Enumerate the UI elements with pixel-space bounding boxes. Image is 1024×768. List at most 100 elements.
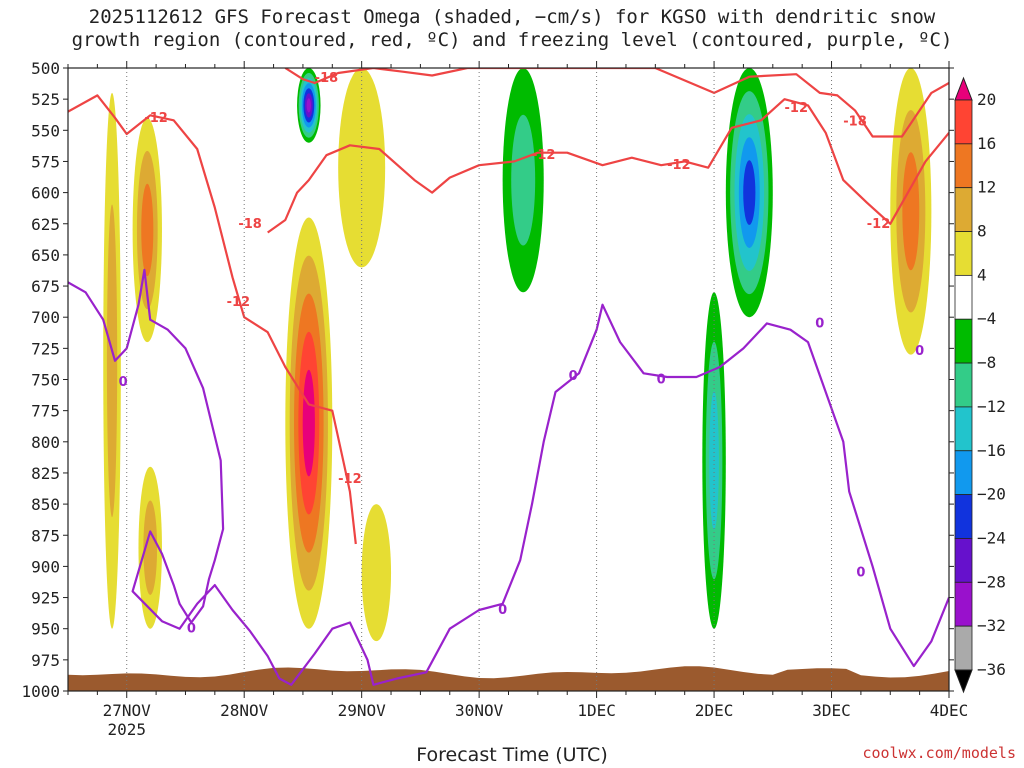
colorbar-bin (954, 143, 973, 189)
contour-label: -12 (785, 101, 809, 116)
contour-label: -12 (144, 111, 168, 126)
omega-band (511, 114, 536, 246)
colorbar-bin (954, 625, 973, 671)
colorbar-bin (954, 538, 973, 583)
y-tick-label: 500 (31, 59, 60, 78)
contour-freezing_level (68, 268, 949, 686)
x-tick-label: 30NOV (455, 701, 504, 720)
y-tick-label: 800 (31, 433, 60, 452)
omega-region-1 (132, 117, 162, 343)
contour-label: 0 (498, 603, 507, 618)
omega-region-6 (297, 68, 321, 143)
contour-label: 0 (119, 375, 128, 390)
omega-region-2 (138, 466, 162, 629)
y-tick-label: 850 (31, 495, 60, 514)
colorbar-bin (954, 231, 973, 276)
x-tick-label: 3DEC (812, 701, 851, 720)
terrain (68, 666, 949, 691)
plot-area: -18 -18 -18 -12 -12 -12 -12 -12 -12 -12 0 0 0 0 0 0 0 0 (68, 68, 949, 691)
y-tick-label: 750 (31, 371, 60, 390)
contour-label: -12 (867, 217, 891, 232)
omega-band (902, 152, 920, 271)
contour-dgz_bottom (68, 94, 357, 545)
omega-region-7 (502, 68, 544, 293)
contour-label: -12 (532, 148, 556, 163)
y-tick-label: 650 (31, 246, 60, 265)
colorbar-label: −4 (977, 309, 996, 328)
colorbar-label: 12 (977, 178, 996, 197)
credit-link[interactable]: coolwx.com/models (862, 744, 1016, 762)
omega-region-3 (285, 217, 333, 629)
omega-band (361, 504, 392, 642)
y-tick-label: 675 (31, 277, 60, 296)
title-line-2: growth region (contoured, red, ºC) and f… (71, 29, 953, 51)
y-tick-label: 600 (31, 184, 60, 203)
omega-band (306, 98, 312, 113)
contour-label: -12 (227, 295, 251, 310)
y-tick-label: 725 (31, 339, 60, 358)
colorbar-bin (954, 187, 973, 232)
x-tick-year: 2025 (107, 720, 146, 739)
x-tick-label: 4DEC (930, 701, 969, 720)
y-tick-label: 625 (31, 215, 60, 234)
colorbar-label: 4 (977, 265, 987, 284)
colorbar-label: −24 (977, 529, 1006, 548)
colorbar-label: −20 (977, 485, 1006, 504)
contour-label: 0 (915, 344, 924, 359)
y-tick-label: 975 (31, 651, 60, 670)
colorbar-bottom-arrow (954, 669, 973, 694)
omega-band (302, 369, 315, 477)
colorbar-label: 8 (977, 222, 987, 241)
y-tick-label: 700 (31, 308, 60, 327)
colorbar-bin (954, 99, 973, 145)
contour-label: -12 (338, 472, 362, 487)
contour-label: 0 (569, 369, 578, 384)
y-tick-label: 900 (31, 557, 60, 576)
x-tick-label: 2DEC (695, 701, 734, 720)
contour-label: -18 (843, 115, 867, 130)
omega-band (743, 160, 756, 225)
x-tick-label: 1DEC (577, 701, 616, 720)
colorbar-bin (954, 318, 973, 364)
colorbar-bin (954, 274, 973, 320)
contour-label: -12 (667, 158, 691, 173)
colorbar-label: 16 (977, 134, 996, 153)
colorbar-label: −12 (977, 397, 1006, 416)
colorbar-label: −16 (977, 441, 1006, 460)
x-tick-label: 27NOV (103, 701, 152, 720)
colorbar-label: 20 (977, 90, 996, 109)
omega-region-0 (103, 92, 121, 629)
colorbar-bin (954, 406, 973, 452)
colorbar-label: −28 (977, 572, 1006, 591)
y-tick-label: 950 (31, 620, 60, 639)
contour-label: 0 (187, 622, 196, 637)
contour-label: 0 (856, 566, 865, 581)
y-tick-label: 875 (31, 526, 60, 545)
colorbar-bin (954, 450, 973, 496)
omega-band (338, 68, 386, 268)
x-tick-label: 28NOV (220, 701, 269, 720)
omega-region-5 (361, 504, 392, 642)
colorbar-label: −32 (977, 616, 1006, 635)
omega-region-9 (725, 68, 773, 318)
y-tick-label: 525 (31, 90, 60, 109)
omega-band (141, 183, 154, 277)
colorbar-bin (954, 581, 973, 627)
y-tick-label: 775 (31, 402, 60, 421)
x-axis-label: Forecast Time (UTC) (416, 744, 608, 766)
omega-band (106, 204, 118, 518)
y-tick-label: 825 (31, 464, 60, 483)
contour-label: 0 (815, 316, 824, 331)
y-tick-label: 575 (31, 152, 60, 171)
chart-title: 2025112612 GFS Forecast Omega (shaded, −… (0, 6, 1024, 52)
y-tick-label: 1000 (21, 682, 60, 701)
contour-label: -18 (315, 71, 339, 86)
colorbar-label: −8 (977, 353, 996, 372)
contour-label: 0 (657, 373, 666, 388)
contour-label: -18 (238, 217, 262, 232)
colorbar-label: −36 (977, 660, 1006, 679)
colorbar-bin (954, 362, 973, 408)
y-tick-label: 550 (31, 121, 60, 140)
colorbar-top-arrow (954, 76, 973, 101)
